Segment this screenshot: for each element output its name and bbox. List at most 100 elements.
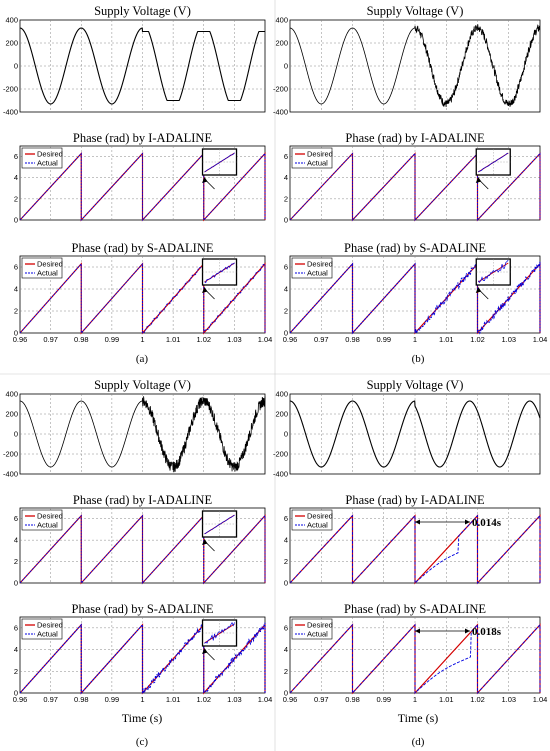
x-tick-label: 1.04	[258, 335, 273, 344]
x-tick-label: 1.04	[533, 695, 548, 704]
y-tick-label: 2	[284, 667, 288, 676]
y-tick-label: 200	[5, 410, 18, 419]
y-tick-label: 0	[284, 689, 288, 698]
x-tick-label: 1.01	[439, 335, 454, 344]
actual-series	[289, 514, 541, 585]
y-tick-label: 6	[284, 152, 288, 161]
zoom-arrowhead	[202, 287, 208, 293]
y-tick-label: 0	[284, 430, 288, 439]
panel-label-b: (b)	[412, 353, 425, 365]
y-tick-label: -400	[273, 108, 288, 117]
y-tick-label: 6	[14, 623, 18, 632]
legend-actual-label: Actual	[307, 630, 328, 639]
y-tick-label: 0	[14, 689, 18, 698]
voltage-title: Supply Voltage (V)	[94, 4, 191, 18]
duration-arrow-left	[415, 519, 420, 525]
y-tick-label: 400	[5, 16, 18, 25]
actual-series	[19, 514, 266, 585]
actual-series	[289, 152, 541, 222]
sadaline-title: Phase (rad) by S-ADALINE	[72, 241, 214, 255]
x-tick-label: 1.01	[166, 695, 181, 704]
y-tick-label: -200	[273, 85, 288, 94]
legend-actual-label: Actual	[37, 521, 58, 530]
x-tick-label: 1	[413, 695, 417, 704]
zoom-inset	[475, 258, 511, 300]
y-tick-label: 4	[14, 536, 18, 545]
panel-label-a: (a)	[136, 353, 149, 365]
iadaline-title: Phase (rad) by I-ADALINE	[73, 131, 213, 145]
zoom-inset	[201, 619, 238, 661]
actual-series	[19, 152, 266, 222]
x-tick-label: 0.98	[345, 335, 360, 344]
iadaline-title: Phase (rad) by I-ADALINE	[345, 131, 485, 145]
x-tick-label: 1.01	[166, 335, 181, 344]
actual-series	[289, 623, 541, 695]
legend-desired-label: Desired	[37, 512, 63, 521]
sadaline-title: Phase (rad) by S-ADALINE	[72, 602, 214, 616]
x-tick-label: 1.03	[227, 695, 242, 704]
zoom-inset	[201, 258, 238, 300]
x-tick-label: 0.99	[376, 335, 391, 344]
y-tick-label: 6	[284, 623, 288, 632]
zoom-arrowhead	[475, 287, 482, 293]
x-tick-label: 0.98	[345, 695, 360, 704]
voltage-title: Supply Voltage (V)	[367, 378, 464, 392]
x-tick-label: 1.01	[439, 695, 454, 704]
voltage-trace	[19, 396, 266, 473]
legend-actual-label: Actual	[307, 269, 328, 278]
zoom-arrowhead	[202, 539, 208, 545]
y-tick-label: 0	[284, 329, 288, 338]
duration-label: 0.018s	[472, 626, 502, 638]
y-tick-label: -400	[3, 470, 18, 479]
x-tick-label: 1.03	[227, 335, 242, 344]
legend-desired-label: Desired	[307, 512, 333, 521]
legend-desired-label: Desired	[307, 260, 333, 269]
voltage-trace	[289, 400, 541, 468]
legend-actual-label: Actual	[37, 269, 58, 278]
x-tick-label: 0.97	[314, 335, 329, 344]
x-tick-label: 1.03	[501, 335, 516, 344]
x-tick-label: 0.97	[43, 335, 58, 344]
actual-series	[19, 262, 266, 335]
y-tick-label: 6	[14, 263, 18, 272]
y-tick-label: 0	[14, 579, 18, 588]
x-tick-label: 0.97	[43, 695, 58, 704]
zoom-inset	[201, 148, 238, 190]
y-tick-label: 6	[14, 152, 18, 161]
y-tick-label: 0	[14, 430, 18, 439]
zoom-inset	[201, 510, 238, 552]
y-tick-label: 4	[284, 173, 288, 182]
x-tick-label: 0.96	[283, 695, 298, 704]
y-tick-label: 0	[284, 62, 288, 71]
y-tick-label: 400	[275, 16, 288, 25]
voltage-trace	[19, 27, 265, 105]
panel-label-d: (d)	[412, 736, 425, 748]
x-tick-label: 0.98	[74, 335, 89, 344]
voltage-trace	[289, 24, 541, 108]
iadaline-title: Phase (rad) by I-ADALINE	[73, 493, 213, 507]
legend-actual-label: Actual	[37, 159, 58, 168]
zoom-actual	[204, 514, 235, 534]
y-tick-label: 0	[14, 62, 18, 71]
zoom-actual	[204, 621, 235, 644]
legend-actual-label: Actual	[37, 630, 58, 639]
zoom-arrowhead	[475, 177, 482, 183]
x-tick-label: 1	[413, 335, 417, 344]
panel-label-c: (c)	[136, 736, 149, 748]
y-tick-label: 2	[284, 307, 288, 316]
legend-actual-label: Actual	[307, 521, 328, 530]
y-tick-label: 2	[14, 194, 18, 203]
y-tick-label: 0	[284, 216, 288, 225]
y-tick-label: 6	[284, 263, 288, 272]
zoom-actual	[204, 262, 235, 284]
x-tick-label: 0.96	[13, 335, 28, 344]
x-tick-label: 1.04	[533, 335, 548, 344]
